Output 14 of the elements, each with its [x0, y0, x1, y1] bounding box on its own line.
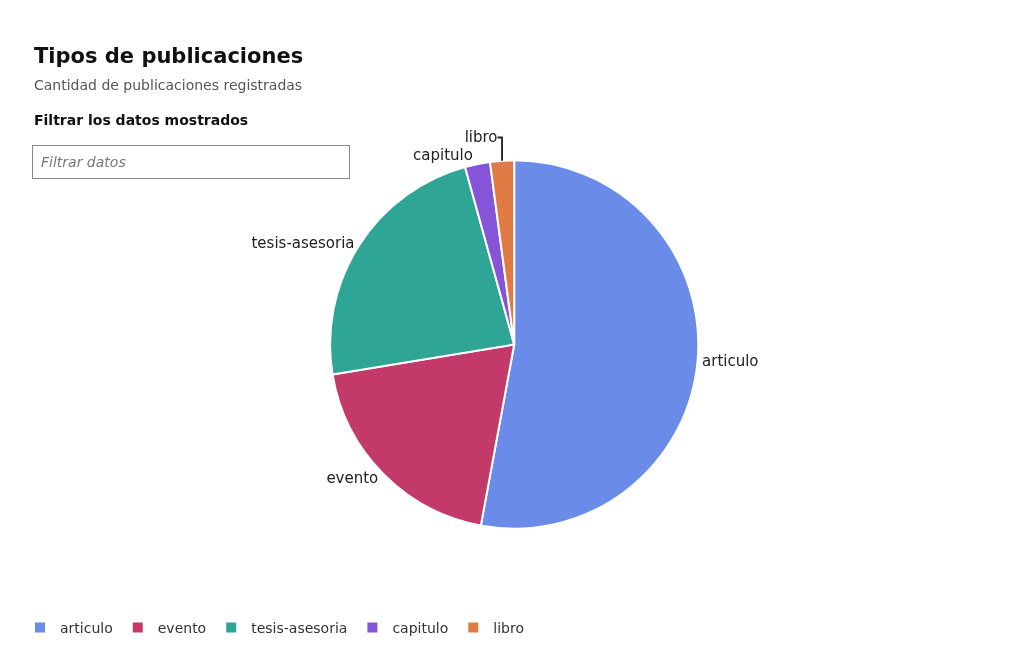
chart-title: Tipos de publicaciones [34, 44, 304, 68]
legend-label: evento [157, 620, 207, 637]
slice-label: tesis-asesoria [251, 233, 355, 252]
legend-label: articulo [60, 620, 113, 637]
slice-label: capitulo [413, 146, 473, 165]
legend-label: libro [493, 620, 524, 637]
chart-subtitle: Cantidad de publicaciones registradas [34, 77, 303, 93]
legend-label: capitulo [392, 620, 449, 637]
text: Filtrar los datos mostrados [34, 112, 249, 128]
slice-label: libro [464, 128, 498, 147]
legend-label: tesis-asesoria [251, 620, 348, 637]
slice-label: evento [326, 468, 379, 487]
slice-label: articulo [702, 352, 759, 371]
text: Filtrar datos [41, 154, 126, 170]
